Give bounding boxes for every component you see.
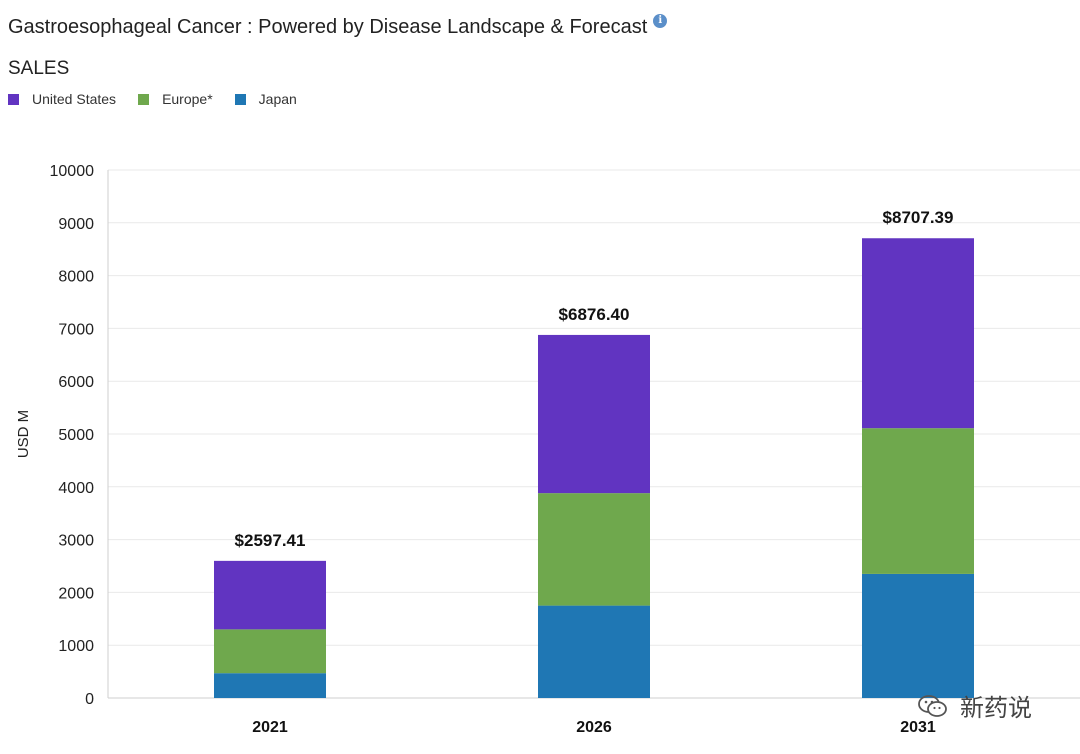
legend-swatch xyxy=(138,93,150,105)
legend-label: United States xyxy=(32,91,117,107)
legend-label: Europe* xyxy=(162,91,213,107)
y-tick-label: 3000 xyxy=(58,533,94,550)
y-tick-label: 10000 xyxy=(50,163,95,180)
bar-segment xyxy=(862,573,974,698)
y-tick-label: 2000 xyxy=(58,585,94,602)
legend-item[interactable]: Europe* xyxy=(138,91,213,107)
bar-segment xyxy=(538,493,650,606)
chart-title: Gastroesophageal Cancer : Powered by Dis… xyxy=(8,16,648,38)
watermark-text: 新药说 xyxy=(960,694,1032,722)
bar-segment xyxy=(538,334,650,494)
y-tick-label: 8000 xyxy=(58,269,94,286)
x-tick-label: 2026 xyxy=(576,719,612,736)
y-tick-label: 7000 xyxy=(58,321,94,338)
bar-total-label: $6876.40 xyxy=(559,305,630,324)
y-tick-label: 4000 xyxy=(58,480,94,497)
chart-title-row: Gastroesophageal Cancer : Powered by Dis… xyxy=(8,13,668,39)
legend-label: Japan xyxy=(258,91,297,107)
bar-segment xyxy=(214,673,326,698)
bar-total-label: $8707.39 xyxy=(883,208,954,227)
legend-item[interactable]: United States xyxy=(8,91,116,107)
y-tick-label: 0 xyxy=(85,691,94,708)
watermark: 新药说 xyxy=(918,688,1032,723)
bar-segment xyxy=(538,605,650,698)
y-axis-label: USD M xyxy=(15,410,32,458)
y-tick-label: 6000 xyxy=(58,374,94,391)
legend-swatch xyxy=(234,93,246,105)
chart-subtitle: SALES xyxy=(8,58,70,79)
legend-swatch xyxy=(8,93,19,105)
info-icon[interactable]: i xyxy=(653,13,668,28)
bar-segment xyxy=(214,629,326,674)
x-tick-label: 2031 xyxy=(900,719,936,736)
y-tick-label: 5000 xyxy=(58,427,94,444)
bar-segment xyxy=(862,428,974,574)
y-tick-label: 9000 xyxy=(58,216,94,233)
legend-item[interactable]: Japan xyxy=(234,91,297,107)
wechat-icon xyxy=(918,694,948,718)
y-tick-label: 1000 xyxy=(58,638,94,655)
bar-total-label: $2597.41 xyxy=(235,531,306,550)
chart-legend: United States Europe* Japan xyxy=(8,91,297,107)
bar-segment xyxy=(862,238,974,429)
bar-segment xyxy=(214,560,326,630)
x-tick-label: 2021 xyxy=(252,719,288,736)
